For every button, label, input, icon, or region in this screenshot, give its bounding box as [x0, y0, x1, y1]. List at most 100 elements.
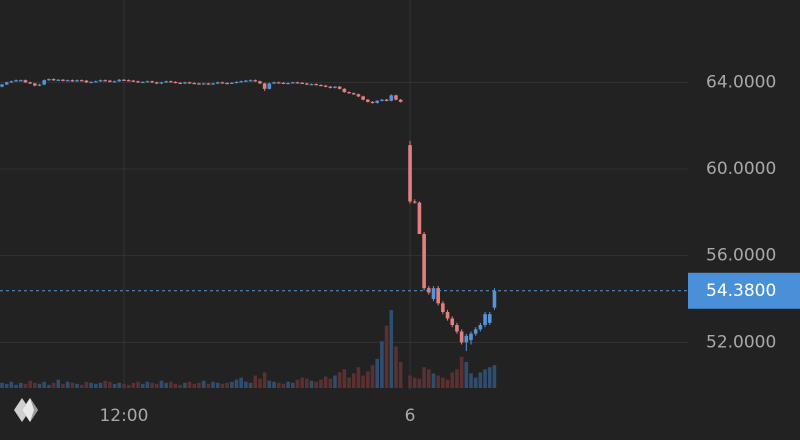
- candle-body: [309, 84, 314, 86]
- volume-bar: [117, 382, 122, 388]
- candle-body: [75, 80, 79, 82]
- volume-bar: [192, 383, 197, 388]
- candle-body: [366, 99, 370, 102]
- volume-bar: [42, 381, 47, 388]
- candle-body: [272, 82, 276, 84]
- last-price-label: 54.3800: [706, 281, 776, 301]
- candle-body: [469, 333, 473, 341]
- candle-body: [455, 325, 459, 332]
- volume-bar: [464, 362, 469, 388]
- volume-bar: [131, 382, 136, 388]
- candle-body: [70, 80, 75, 82]
- volume-bar: [412, 377, 417, 388]
- candle-body: [211, 83, 215, 85]
- candle-body: [192, 82, 197, 85]
- volume-bar: [173, 383, 178, 388]
- candle-body: [79, 80, 84, 82]
- candle-body: [47, 79, 51, 81]
- volume-bar: [79, 384, 84, 388]
- candle-body: [220, 82, 225, 84]
- volume-bar: [23, 383, 28, 388]
- volume-bar: [244, 381, 248, 388]
- candle-body: [56, 79, 61, 81]
- candle-body: [483, 314, 487, 325]
- candle-body: [145, 81, 150, 83]
- candle-body: [159, 82, 164, 84]
- volume-bar: [272, 381, 276, 388]
- candle-body: [305, 83, 309, 85]
- candle-body: [126, 80, 131, 82]
- volume-bar: [258, 378, 262, 388]
- candle-body: [103, 80, 107, 82]
- y-tick-label: 52.0000: [706, 332, 776, 352]
- candle-body: [380, 99, 384, 101]
- volume-bar: [342, 369, 347, 388]
- candle-body: [61, 79, 65, 81]
- volume-bar: [366, 371, 370, 388]
- volume-bar: [422, 367, 426, 388]
- volume-bar: [112, 383, 117, 388]
- candle-body: [201, 83, 206, 85]
- volume-bar: [309, 380, 314, 388]
- candle-body: [215, 82, 220, 84]
- candle-body: [0, 84, 4, 87]
- candle-body: [337, 86, 342, 89]
- candle-body: [300, 82, 304, 84]
- candle-body: [417, 202, 422, 234]
- logo: [14, 398, 38, 422]
- volume-bar: [33, 382, 37, 388]
- candle-body: [319, 84, 323, 87]
- candle-body: [281, 82, 286, 84]
- candle-body: [18, 80, 23, 82]
- candle-body: [487, 314, 492, 323]
- candle-body: [23, 80, 28, 83]
- volume-bar: [206, 383, 211, 388]
- candle-body: [150, 81, 154, 83]
- candle-body: [333, 86, 337, 88]
- candle-body: [450, 318, 455, 325]
- volume-bar: [380, 341, 384, 388]
- candle-body: [173, 81, 178, 84]
- volume-bar: [178, 384, 183, 388]
- volume-bar: [361, 375, 365, 388]
- volume-bar: [164, 382, 168, 388]
- candle-body: [276, 82, 281, 84]
- volume-bar: [248, 382, 253, 388]
- candle-body: [169, 81, 173, 83]
- volume-bar: [159, 380, 164, 388]
- volume-bar: [347, 377, 351, 388]
- candle-body: [248, 80, 253, 82]
- volume-bar: [65, 381, 70, 388]
- volume-bar: [286, 381, 290, 388]
- volume-bar: [441, 377, 445, 388]
- volume-bar: [0, 382, 4, 388]
- x-tick-label: 6: [405, 406, 416, 426]
- volume-bar: [408, 375, 412, 388]
- volume-bar: [28, 380, 32, 388]
- volume-bar: [56, 379, 61, 388]
- volume-bar: [94, 383, 98, 388]
- volume-bar: [225, 382, 229, 388]
- volume-bar: [267, 380, 272, 388]
- volume-bar: [431, 373, 436, 388]
- volume-bar: [126, 384, 131, 388]
- candle-body: [253, 80, 258, 82]
- candle-body: [4, 82, 9, 85]
- candle-body: [412, 201, 417, 203]
- candle-body: [140, 81, 145, 84]
- volume-bar: [197, 382, 201, 388]
- candle-body: [389, 95, 394, 101]
- volume-bar: [215, 382, 220, 388]
- candle-body: [473, 329, 478, 334]
- candle-body: [323, 85, 328, 87]
- volume-bar: [492, 365, 497, 388]
- volume-bar: [239, 377, 243, 388]
- volume-bar: [18, 382, 23, 388]
- volume-bar: [389, 310, 394, 388]
- x-tick-label: 12:00: [99, 406, 148, 426]
- candle-body: [295, 82, 300, 84]
- candle-body: [351, 93, 356, 95]
- volume-bar: [47, 384, 51, 388]
- candle-body: [436, 288, 440, 304]
- volume-bar: [145, 381, 150, 388]
